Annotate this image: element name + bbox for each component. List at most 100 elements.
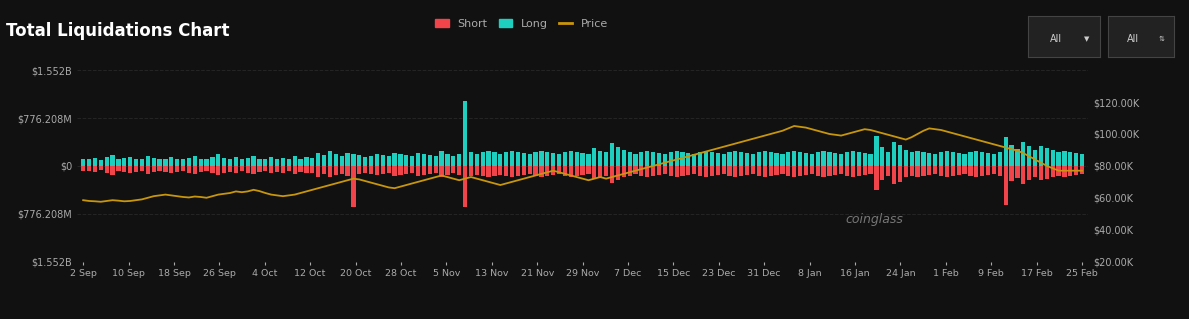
Bar [534,166,537,176]
Bar [452,156,455,166]
Bar [240,166,244,171]
Bar [498,154,503,166]
Bar [634,154,637,166]
Bar [81,166,86,171]
Bar [528,166,531,174]
Bar [468,152,473,166]
Bar [234,157,238,166]
Bar [375,154,379,166]
Bar [816,152,819,166]
Bar [181,166,185,171]
Bar [680,152,685,166]
Bar [216,154,220,166]
Bar [257,166,262,172]
Bar [792,166,797,177]
Bar [375,166,379,175]
Bar [99,160,103,166]
Bar [269,157,273,166]
Bar [428,166,432,174]
Bar [1033,166,1037,177]
Bar [622,166,625,177]
Bar [480,152,485,166]
Bar [398,166,403,175]
Text: ▼: ▼ [1084,36,1089,42]
Bar [522,166,526,175]
Bar [1068,152,1072,166]
Bar [1004,137,1008,166]
Bar [680,166,685,176]
Bar [492,166,497,176]
Bar [128,157,132,166]
Bar [346,152,350,166]
Bar [798,166,803,176]
Bar [340,156,344,166]
Bar [756,166,761,176]
Bar [546,152,549,166]
Bar [281,158,285,166]
Bar [568,151,573,166]
Bar [269,166,273,173]
Legend: Short, Long, Price: Short, Long, Price [430,14,614,33]
Bar [380,166,385,174]
Bar [980,166,984,176]
Bar [87,160,92,166]
Bar [216,166,220,175]
Bar [281,166,285,173]
Bar [968,152,973,166]
Bar [422,154,426,166]
Bar [722,166,725,174]
Bar [862,153,867,166]
Bar [434,156,438,166]
Text: Total Liquidations Chart: Total Liquidations Chart [6,22,229,40]
Bar [380,155,385,166]
Bar [568,166,573,177]
Bar [251,156,256,166]
Bar [410,166,414,173]
Bar [1021,166,1025,183]
Bar [117,159,120,166]
Bar [916,166,919,177]
Bar [810,166,814,174]
Bar [734,151,737,166]
Bar [363,166,367,173]
Bar [1027,166,1031,180]
Bar [275,159,279,166]
Bar [1051,166,1055,177]
Bar [786,166,791,176]
Bar [175,166,180,172]
Bar [93,166,97,172]
Bar [768,152,773,166]
Bar [140,166,144,171]
Bar [151,166,156,172]
Bar [534,152,537,166]
Bar [845,166,849,176]
Bar [862,166,867,175]
Bar [228,166,232,172]
Bar [522,153,526,166]
Bar [310,158,314,166]
Bar [298,166,303,172]
Bar [628,152,631,166]
Bar [1045,148,1049,166]
Bar [275,166,279,172]
Bar [768,166,773,176]
Bar [316,166,320,177]
Bar [111,166,114,174]
Bar [181,160,185,166]
Bar [921,152,925,166]
Bar [117,166,120,171]
Bar [146,166,150,174]
Bar [686,153,691,166]
Bar [804,166,809,175]
Bar [586,154,591,166]
Bar [698,152,703,166]
Bar [828,166,831,176]
Bar [346,166,350,176]
Bar [586,166,591,174]
Bar [616,147,619,166]
Bar [310,166,314,173]
Bar [205,166,209,171]
Bar [210,157,214,166]
Bar [604,166,609,176]
Bar [652,166,655,176]
